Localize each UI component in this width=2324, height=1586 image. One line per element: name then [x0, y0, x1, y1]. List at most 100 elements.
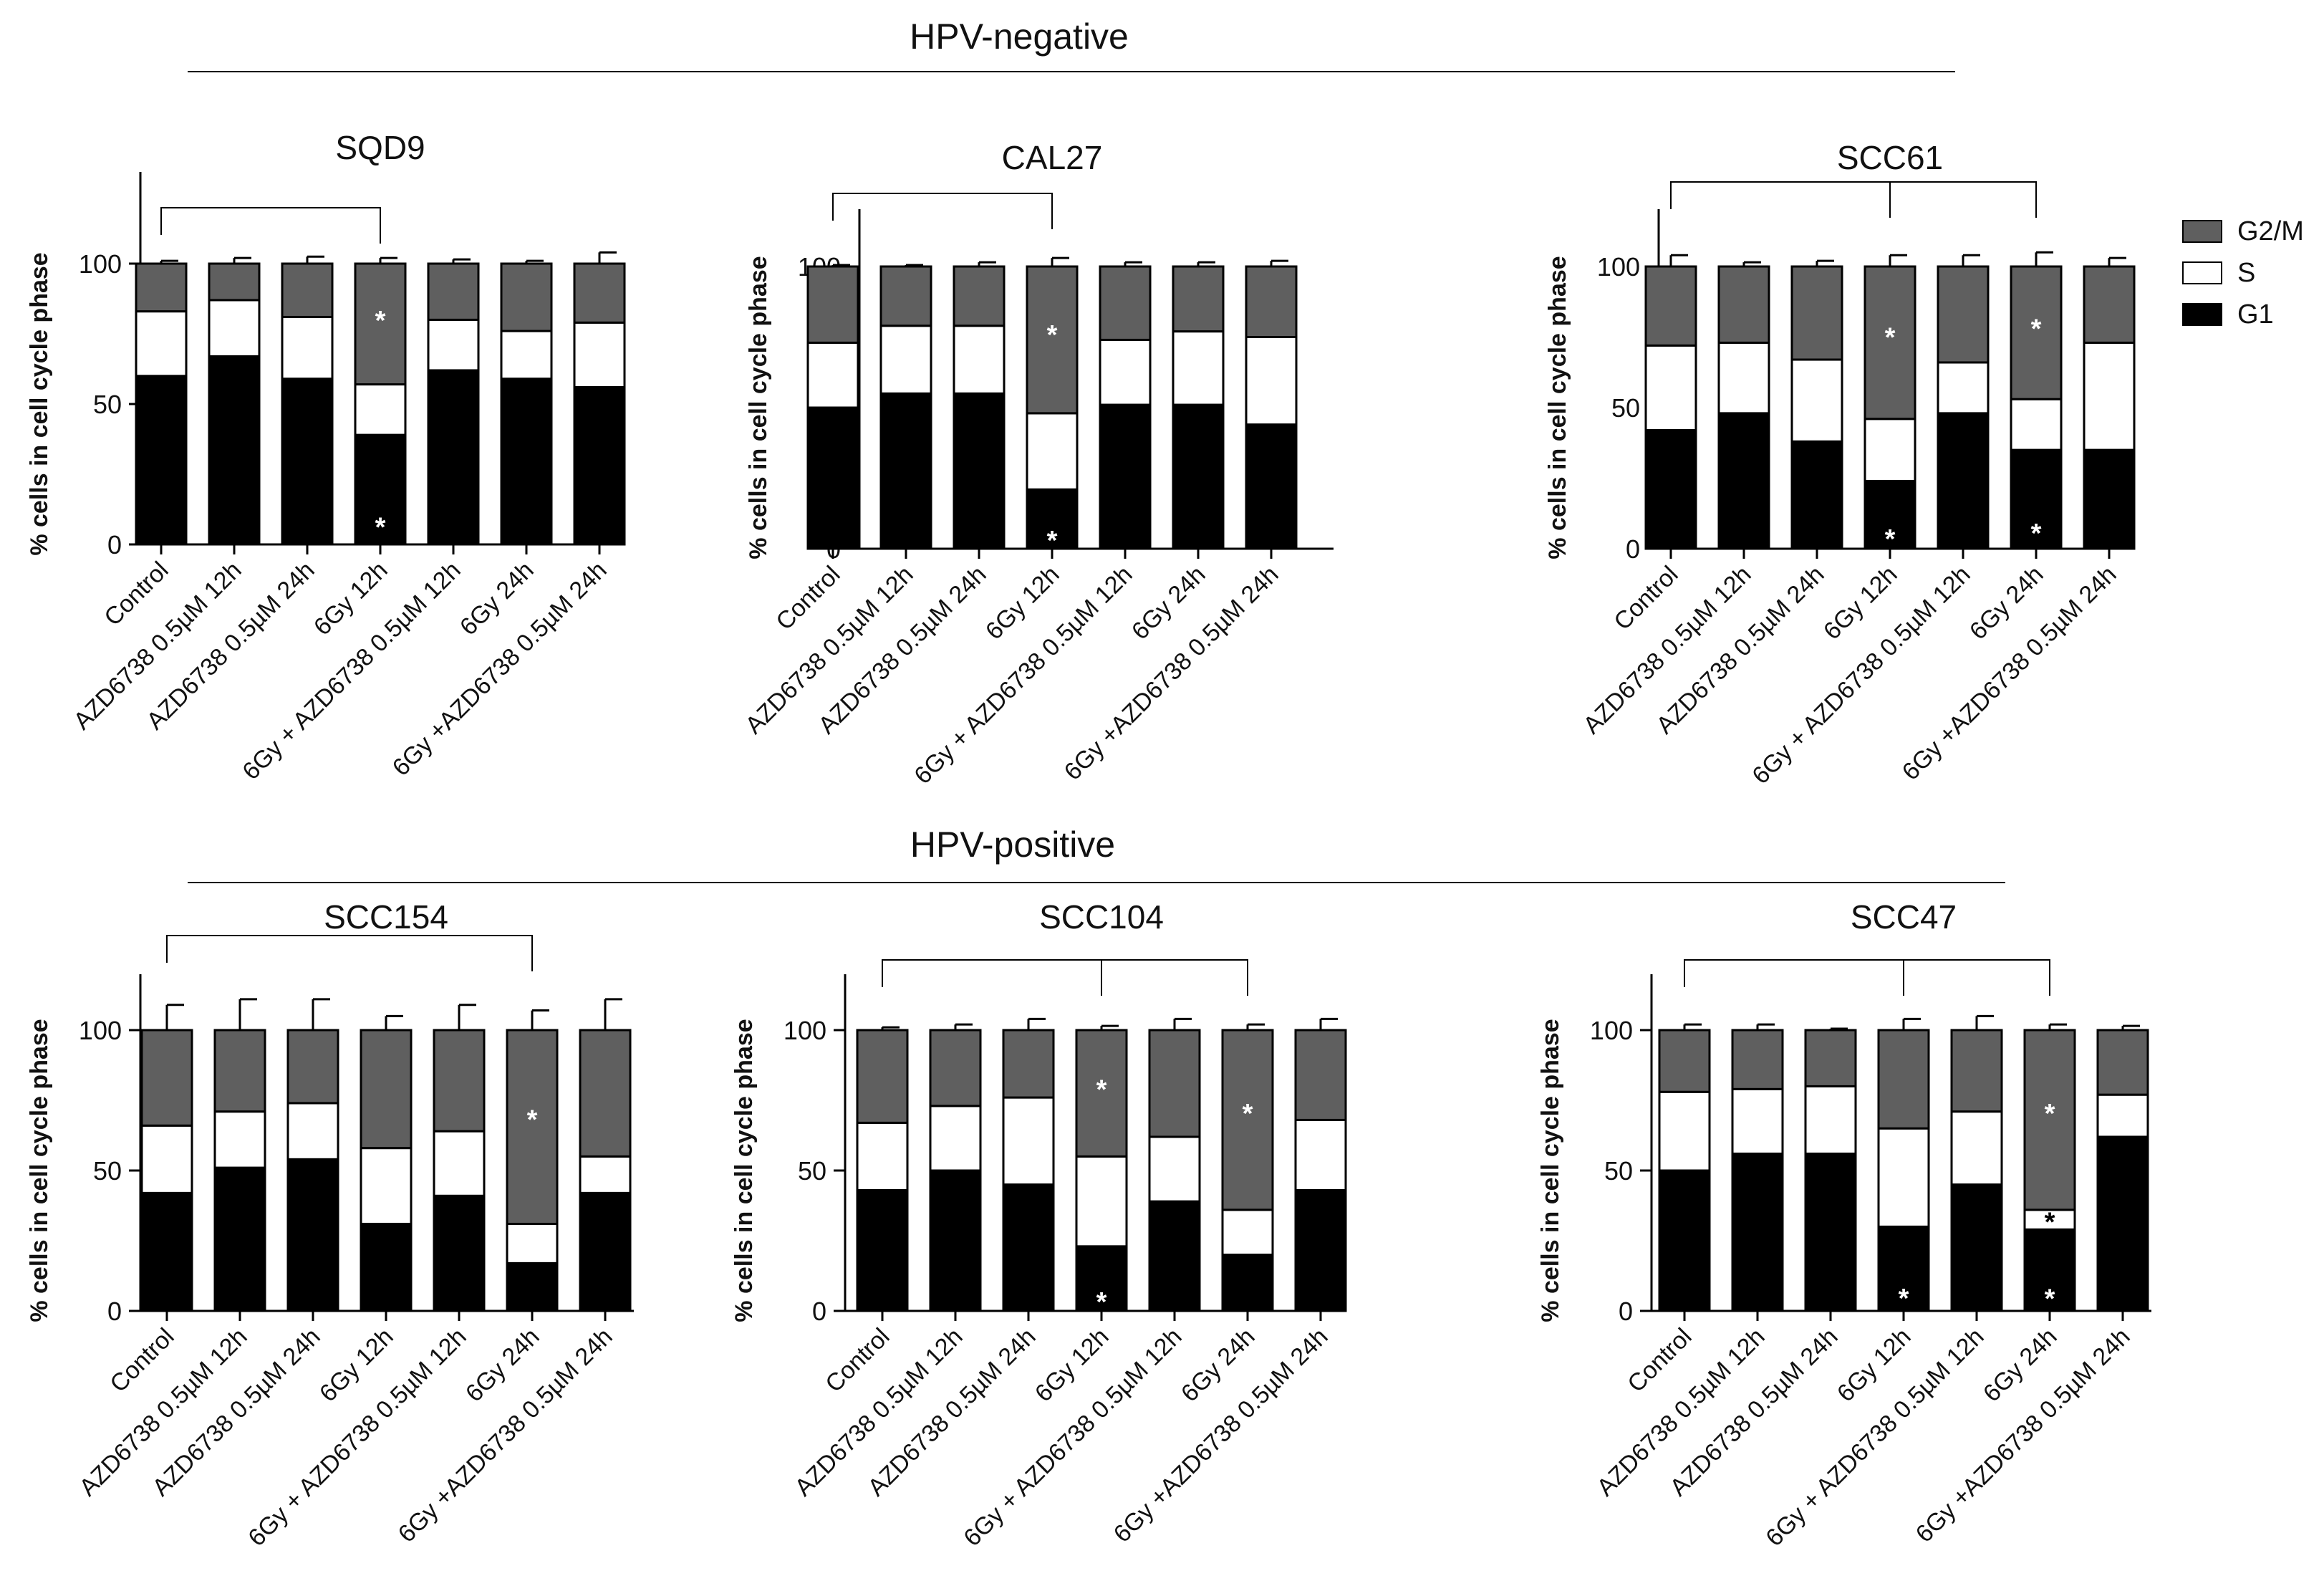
legend: G2/M S G1 [2182, 216, 2304, 330]
x-tick-label: Control [1622, 1323, 1697, 1398]
bar-segment-g1 [1002, 1183, 1055, 1312]
bar-segment-s [2083, 341, 2136, 451]
bar-segment-s [1221, 1208, 1274, 1256]
chart-title: SCC47 [1851, 898, 1957, 936]
y-tick-label: 50 [798, 1156, 826, 1186]
bar-segment-s [2010, 398, 2063, 451]
legend-swatch-g2m [2182, 220, 2222, 243]
y-tick-label: 100 [79, 249, 122, 279]
bar-segment-g2-m [953, 265, 1006, 327]
significance-bracket [1670, 181, 1891, 218]
bar-segment-g2-m [1731, 1029, 1784, 1090]
y-axis-label: % cells in cell cycle phase [1537, 1019, 1564, 1322]
bar-segment-s [1804, 1085, 1857, 1155]
bar-segment-g1 [135, 375, 188, 546]
significance-star: * [1885, 323, 1896, 353]
bar-segment-g2-m [500, 262, 553, 332]
bar-segment-g2-m [1804, 1029, 1857, 1087]
bar-segment-g1 [579, 1191, 632, 1312]
bar-segment-s [1075, 1155, 1128, 1248]
bar-segment-s [506, 1222, 559, 1264]
section-title-hpv-negative: HPV-negative [910, 16, 1129, 57]
significance-star: * [1047, 526, 1058, 556]
bar-segment-s [573, 321, 626, 388]
bar-segment-g1 [140, 1191, 193, 1312]
y-axis-label: % cells in cell cycle phase [26, 252, 53, 555]
bar-segment-g1 [360, 1222, 413, 1312]
y-tick-label: 50 [1611, 393, 1640, 423]
significance-bracket [882, 959, 1102, 996]
bar-segment-s [1950, 1110, 2003, 1186]
legend-item-g1: G1 [2182, 299, 2274, 330]
bar-segment-s [1644, 344, 1697, 432]
bar-segment-s [1658, 1090, 1711, 1172]
significance-star: * [1096, 1287, 1107, 1317]
bar-segment-g1 [806, 406, 859, 550]
bar-segment-s [1790, 358, 1843, 443]
bar-segment-g2-m [1026, 265, 1079, 415]
bar-segment-s [208, 299, 261, 357]
bar-segment-g2-m [1937, 265, 1990, 364]
bar-segment-g1 [427, 369, 480, 546]
bar-segment-s [1877, 1127, 1930, 1228]
bar-segment-g2-m [2096, 1029, 2149, 1096]
bar-segment-g1 [2010, 448, 2063, 550]
y-tick-label: 0 [107, 1297, 122, 1326]
chart-title: CAL27 [1002, 139, 1103, 176]
chart-title: SCC61 [1837, 139, 1943, 176]
significance-star: * [2045, 1208, 2055, 1238]
legend-swatch-g1 [2182, 303, 2222, 326]
bar-segment-g2-m [433, 1029, 486, 1133]
bar-segment-g1 [1950, 1183, 2003, 1312]
bar-segment-g2-m [806, 265, 859, 344]
bar-segment-g2-m [1294, 1029, 1347, 1121]
bar-segment-g2-m [354, 262, 407, 386]
bar-segment-g1 [1644, 429, 1697, 550]
bar-segment-g1 [1245, 423, 1298, 550]
legend-label-g2m: G2/M [2237, 216, 2304, 246]
bar-segment-g1 [1790, 440, 1843, 550]
bar-segment-g2-m [1644, 265, 1697, 347]
significance-bracket [1684, 959, 1904, 996]
bar-segment-g2-m [2083, 265, 2136, 344]
y-tick-label: 100 [1590, 1016, 1633, 1045]
y-tick-label: 50 [93, 390, 122, 419]
y-tick-label: 0 [812, 1297, 826, 1326]
legend-label-g1: G1 [2237, 299, 2274, 330]
significance-star: * [1047, 320, 1058, 350]
bar-segment-g2-m [1221, 1029, 1274, 1211]
bar-segment-s [929, 1105, 982, 1172]
y-axis-label: % cells in cell cycle phase [731, 1019, 758, 1322]
significance-bracket [832, 193, 1053, 229]
bar-segment-s [281, 315, 334, 380]
bar-segment-g2-m [1075, 1029, 1128, 1158]
bar-segment-g2-m [856, 1029, 909, 1124]
chart-title: SCC154 [324, 898, 448, 936]
bar-segment-g1 [1099, 403, 1152, 550]
bar-segment-g1 [1717, 412, 1770, 550]
bar-segment-s [953, 325, 1006, 395]
y-tick-label: 100 [783, 1016, 826, 1045]
significance-star: * [1096, 1075, 1107, 1105]
bar-segment-g1 [573, 385, 626, 546]
bar-segment-g2-m [506, 1029, 559, 1225]
bar-segment-g1 [1172, 403, 1225, 550]
bar-segment-g1 [2096, 1135, 2149, 1312]
bar-segment-g2-m [1717, 265, 1770, 344]
legend-item-g2m: G2/M [2182, 216, 2304, 246]
significance-star: * [1243, 1099, 1253, 1129]
panel-scc154: SCC154 % cells in cell cycle phase 0 50 100 C… [26, 898, 634, 1552]
legend-swatch-s [2182, 261, 2222, 284]
significance-bracket [882, 959, 1248, 996]
bar-segment-g1 [354, 433, 407, 546]
chart-title: SQD9 [335, 129, 425, 166]
panel-scc104: SCC104 % cells in cell cycle phase 0 50 100 C… [731, 898, 1347, 1552]
bar-segment-s [500, 330, 553, 380]
legend-label-s: S [2237, 258, 2255, 288]
bar-segment-g2-m [573, 262, 626, 324]
significance-bracket [1684, 959, 2050, 996]
panel-sqd9: SQD9 % cells in cell cycle phase 0 50 100 Con… [26, 129, 626, 785]
bar-segment-g1 [286, 1158, 339, 1312]
bar-segment-s [140, 1124, 193, 1194]
